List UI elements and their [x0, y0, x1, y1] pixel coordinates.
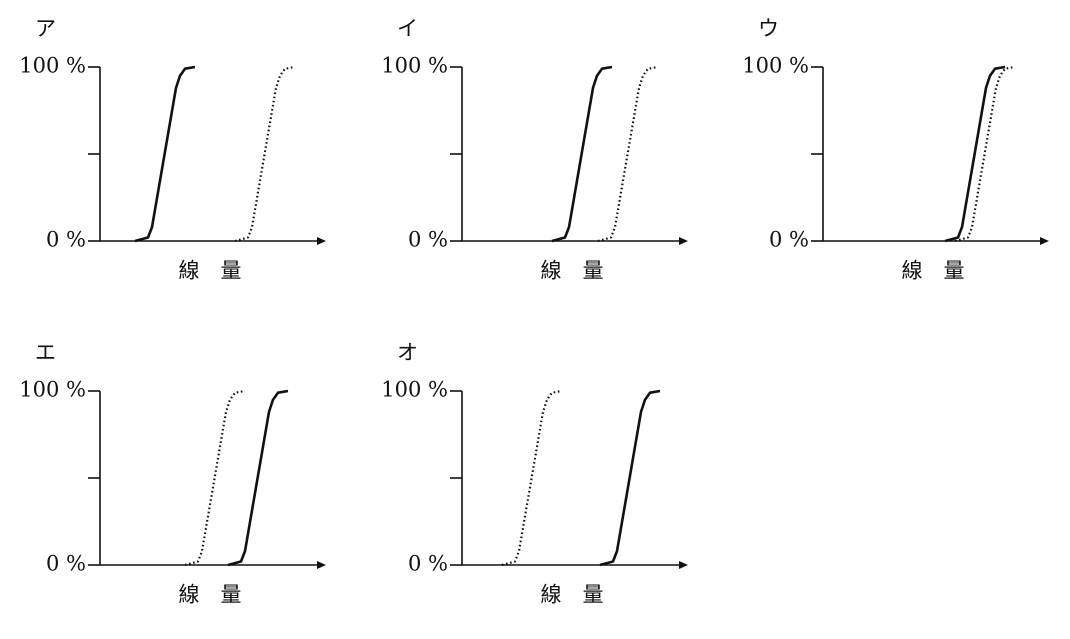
axis-arrow: [317, 237, 326, 245]
curve: [501, 389, 563, 567]
chart-title: ア: [35, 17, 56, 41]
axis-arrow: [679, 237, 688, 245]
axis-arrow: [317, 561, 326, 569]
y-tick-label: 0 %: [46, 228, 86, 252]
curve: [597, 65, 659, 243]
curve: [184, 389, 246, 567]
axes: [461, 391, 682, 566]
x-axis-label: 線 量: [179, 583, 242, 607]
curve: [551, 65, 613, 243]
chart-title: ウ: [758, 17, 779, 41]
axis-arrow: [679, 561, 688, 569]
curve: [599, 389, 661, 567]
y-tick-label: 100 %: [742, 54, 809, 78]
x-axis-label: 線 量: [541, 259, 604, 283]
y-tick-label: 0 %: [46, 552, 86, 576]
chart-title: オ: [397, 341, 418, 365]
y-tick-label: 0 %: [408, 228, 448, 252]
y-tick-label: 100 %: [19, 378, 86, 402]
y-tick-label: 0 %: [769, 228, 809, 252]
curve: [134, 65, 196, 243]
curve: [234, 65, 296, 243]
chart-title: エ: [35, 341, 56, 365]
axis-arrow: [1040, 237, 1049, 245]
x-axis-label: 線 量: [179, 259, 242, 283]
y-tick-label: 100 %: [19, 54, 86, 78]
curve: [227, 389, 289, 567]
axes: [822, 67, 1043, 242]
y-tick-label: 100 %: [381, 378, 448, 402]
x-axis-label: 線 量: [902, 259, 965, 283]
y-tick-label: 0 %: [408, 552, 448, 576]
axes: [99, 67, 320, 242]
curve: [954, 65, 1016, 243]
chart-title: イ: [397, 17, 418, 41]
y-tick-label: 100 %: [381, 54, 448, 78]
curve: [944, 65, 1006, 243]
x-axis-label: 線 量: [541, 583, 604, 607]
axes: [99, 391, 320, 566]
